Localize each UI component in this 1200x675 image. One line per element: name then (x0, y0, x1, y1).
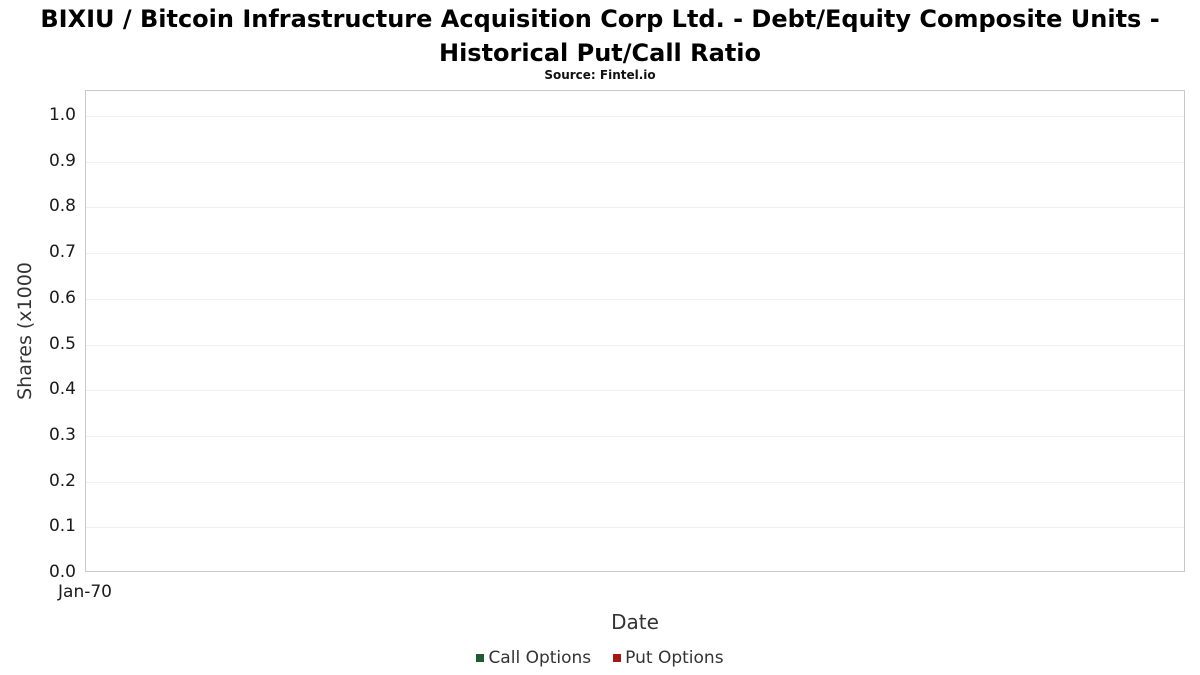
legend-item-call-options: Call Options (476, 648, 591, 668)
y-tick-label: 0.0 (48, 562, 76, 582)
x-axis-label: Date (611, 610, 659, 634)
y-tick-label: 0.1 (48, 516, 76, 536)
x-tick-label: Jan-70 (58, 582, 112, 602)
chart-title: BIXIU / Bitcoin Infrastructure Acquisiti… (0, 3, 1200, 70)
gridline (86, 345, 1184, 346)
gridline (86, 116, 1184, 117)
legend-label-put-options: Put Options (625, 648, 724, 668)
gridline (86, 527, 1184, 528)
gridline (86, 482, 1184, 483)
legend: Call Options Put Options (0, 648, 1200, 668)
gridline (86, 253, 1184, 254)
y-tick-label: 0.4 (48, 379, 76, 399)
put-options-swatch-icon (613, 654, 622, 662)
gridline (86, 207, 1184, 208)
y-tick-label: 0.6 (48, 288, 76, 308)
y-tick-label: 0.8 (48, 196, 76, 216)
gridline (86, 162, 1184, 163)
call-options-swatch-icon (476, 654, 485, 662)
y-tick-label: 1.0 (48, 105, 76, 125)
gridline (86, 390, 1184, 391)
gridline (86, 436, 1184, 437)
legend-label-call-options: Call Options (488, 648, 592, 668)
chart-source: Source: Fintel.io (544, 68, 656, 82)
chart-title-text: BIXIU / Bitcoin Infrastructure Acquisiti… (40, 5, 1160, 67)
legend-item-put-options: Put Options (613, 648, 724, 668)
y-tick-label: 0.7 (48, 242, 76, 262)
gridline (86, 299, 1184, 300)
plot-area (85, 90, 1185, 572)
y-tick-label: 0.9 (48, 151, 76, 171)
y-tick-label: 0.3 (48, 425, 76, 445)
y-tick-label: 0.2 (48, 471, 76, 491)
y-tick-label: 0.5 (48, 334, 76, 354)
